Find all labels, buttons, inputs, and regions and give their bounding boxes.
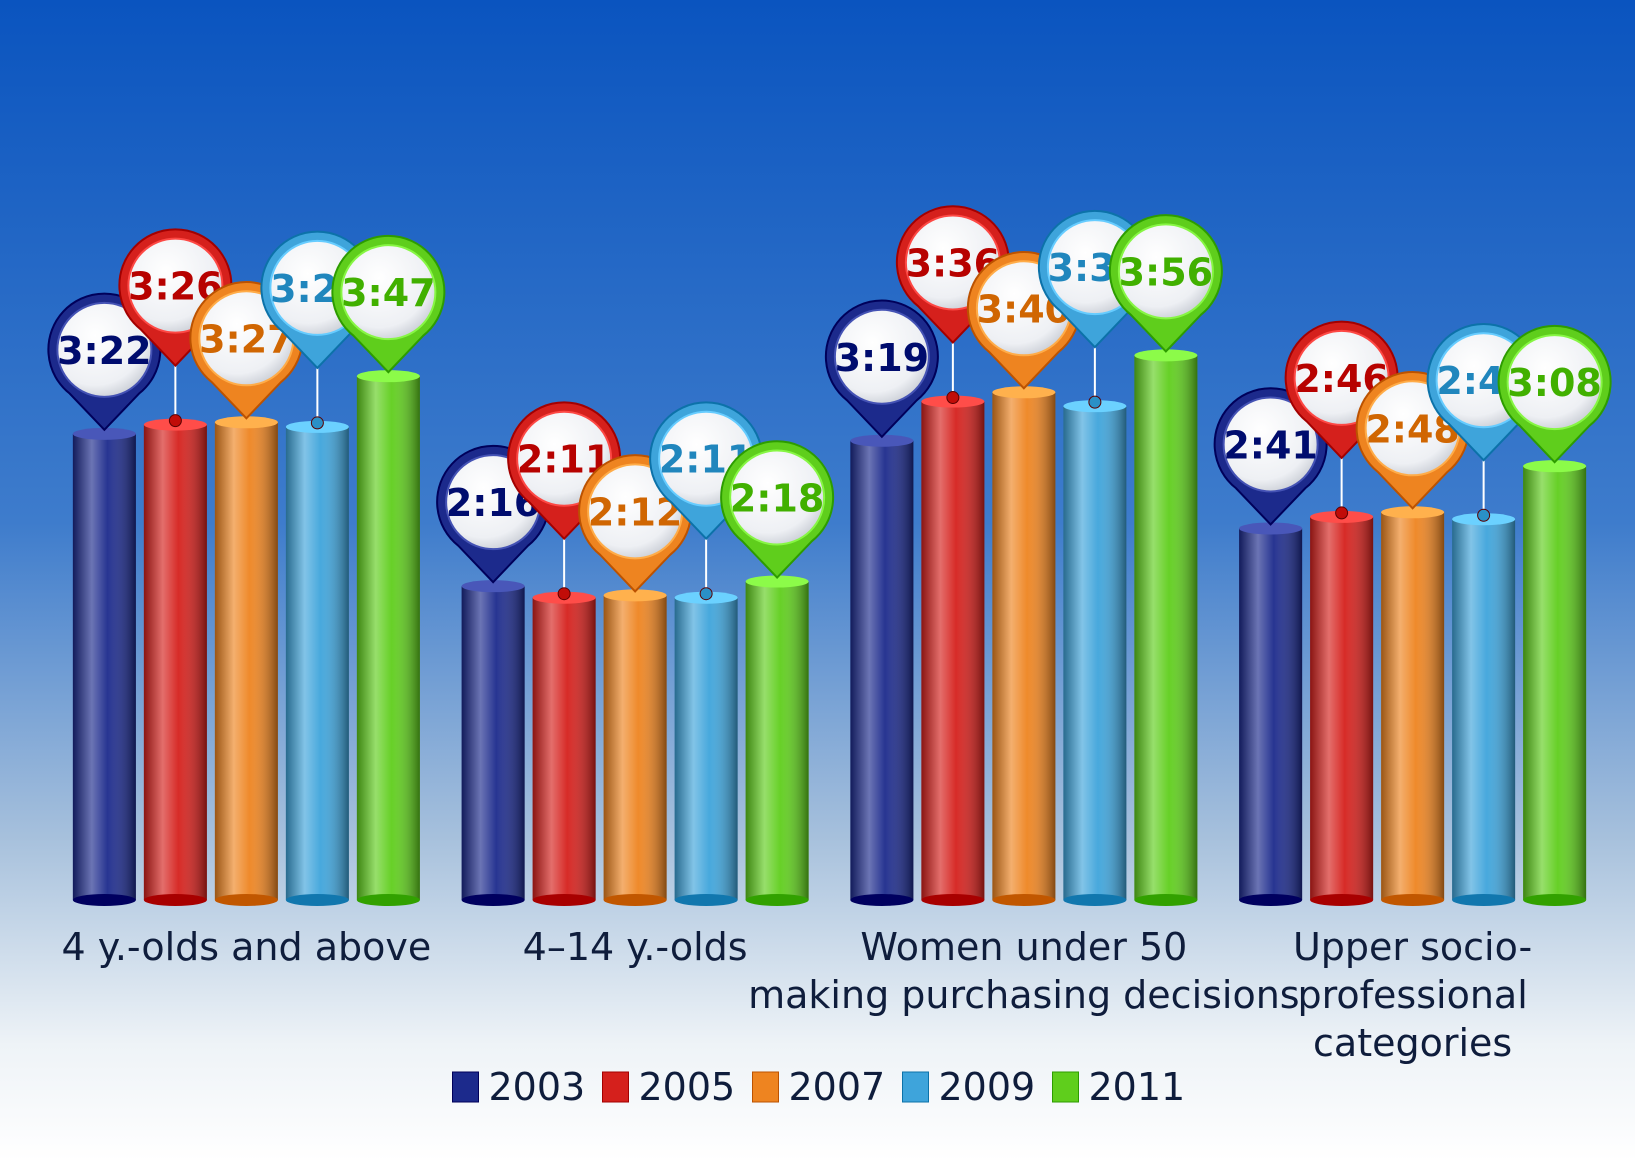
legend-item: 2003 xyxy=(452,1065,586,1109)
data-label: 3:56 xyxy=(1108,214,1223,353)
legend-label: 2007 xyxy=(789,1065,886,1109)
category-label: Women under 50 making purchasing decision… xyxy=(748,925,1299,1017)
bar xyxy=(356,370,420,906)
data-labels-layer: 3:223:263:273:253:472:162:112:122:112:18… xyxy=(47,205,1612,601)
legend-swatch xyxy=(752,1071,779,1103)
legend-item: 2009 xyxy=(902,1065,1036,1109)
legend-label: 2003 xyxy=(489,1065,586,1109)
bar xyxy=(214,416,278,906)
legend-swatch xyxy=(452,1071,479,1103)
bar xyxy=(921,395,985,906)
legend: 2003 2005 2007 2009 2011 xyxy=(452,1065,1186,1109)
data-label-text: 3:22 xyxy=(57,329,152,373)
bar xyxy=(850,434,914,906)
bar xyxy=(461,580,525,906)
data-label-text: 3:19 xyxy=(835,336,930,380)
bar xyxy=(674,591,738,906)
category-labels: 4 y.-olds and above 4–14 y.-olds Women und… xyxy=(62,925,1533,1065)
data-label-text: 2:41 xyxy=(1223,423,1318,467)
legend-item: 2005 xyxy=(602,1065,736,1109)
bar xyxy=(1452,513,1516,906)
bars-layer xyxy=(72,349,1587,906)
bar xyxy=(285,420,349,906)
bar xyxy=(1239,522,1303,906)
legend-item: 2007 xyxy=(752,1065,886,1109)
bar xyxy=(603,589,667,906)
bar xyxy=(1310,510,1374,906)
category-label: 4 y.-olds and above xyxy=(62,925,432,969)
legend-label: 2005 xyxy=(639,1065,736,1109)
legend-label: 2009 xyxy=(939,1065,1036,1109)
legend-item: 2011 xyxy=(1052,1065,1186,1109)
data-label: 3:08 xyxy=(1497,324,1612,464)
legend-swatch xyxy=(602,1071,629,1103)
data-label-text: 2:18 xyxy=(730,477,825,521)
data-label: 2:18 xyxy=(720,440,835,579)
bar xyxy=(1063,400,1127,906)
data-label-text: 3:47 xyxy=(341,271,436,315)
bar xyxy=(72,427,136,906)
data-label-text: 3:56 xyxy=(1119,250,1214,294)
category-label: Upper socio-professional categories xyxy=(1293,925,1532,1065)
bar xyxy=(143,418,207,906)
data-label: 3:47 xyxy=(331,234,446,374)
data-label: 2:41 xyxy=(1213,387,1328,526)
bar xyxy=(1381,506,1445,906)
category-label: 4–14 y.-olds xyxy=(523,925,748,969)
legend-label: 2011 xyxy=(1089,1065,1186,1109)
legend-swatch xyxy=(1052,1071,1079,1103)
bar xyxy=(992,386,1056,906)
bar xyxy=(532,591,596,906)
data-label: 3:19 xyxy=(824,299,939,439)
bar xyxy=(745,575,809,906)
bar xyxy=(1134,349,1198,906)
data-label: 3:22 xyxy=(47,292,162,432)
bar xyxy=(1523,460,1587,906)
legend-swatch xyxy=(902,1071,929,1103)
data-label-text: 3:08 xyxy=(1507,361,1602,405)
